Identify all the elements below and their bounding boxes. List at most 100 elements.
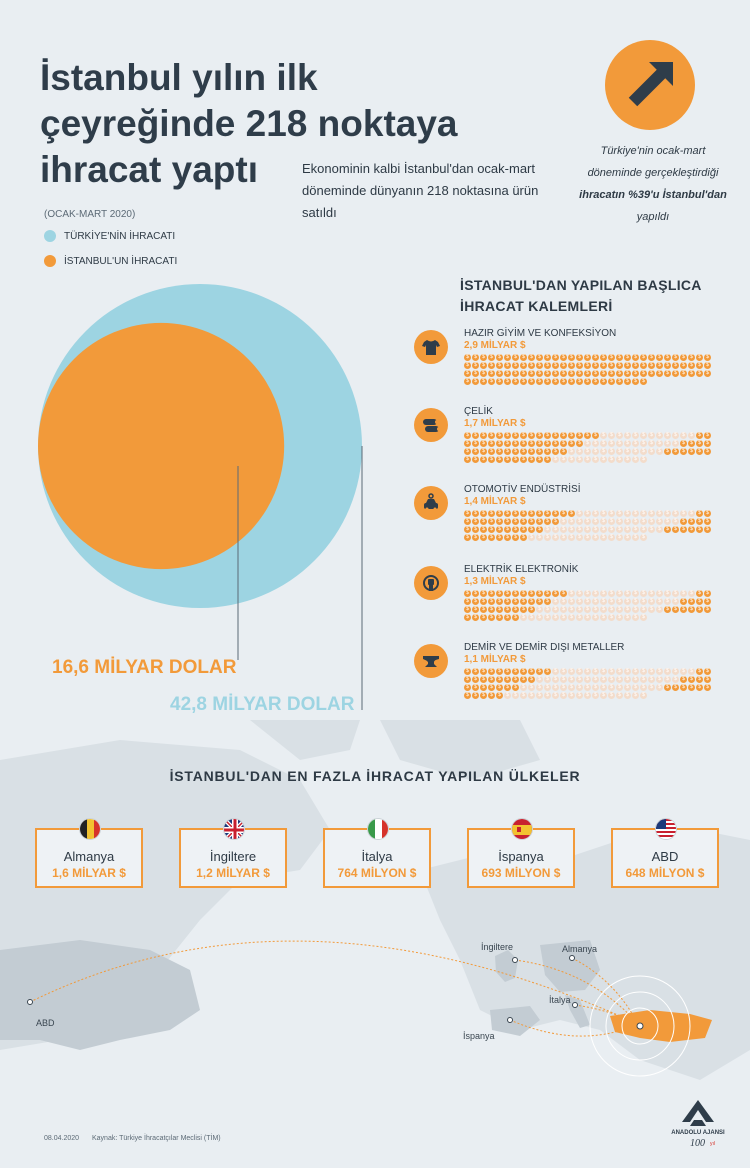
coin: $ (488, 456, 495, 463)
country-value: 648 MİLYON $ (625, 866, 705, 880)
coin: $ (536, 526, 543, 533)
coin: $ (576, 518, 583, 525)
coin: $ (560, 684, 567, 691)
coin: $ (608, 362, 615, 369)
coin: $ (624, 534, 631, 541)
coin: $ (512, 598, 519, 605)
coin: $ (680, 510, 687, 517)
country-name: İspanya (498, 849, 544, 864)
coin: $ (640, 676, 647, 683)
turkey-shape (610, 1010, 712, 1042)
coin: $ (568, 598, 575, 605)
coin: $ (680, 370, 687, 377)
legend-item-istanbul: İSTANBUL'UN İHRACATI (44, 255, 177, 267)
coin: $ (704, 354, 711, 361)
coin: $ (584, 676, 591, 683)
coin: $ (696, 590, 703, 597)
coin: $ (576, 378, 583, 385)
coin: $ (656, 676, 663, 683)
coin: $ (600, 354, 607, 361)
coin: $ (584, 692, 591, 699)
coin: $ (472, 614, 479, 621)
coin: $ (520, 534, 527, 541)
coin: $ (584, 370, 591, 377)
coin: $ (608, 354, 615, 361)
coin: $ (696, 606, 703, 613)
coin: $ (616, 684, 623, 691)
coin: $ (608, 668, 615, 675)
coin: $ (544, 614, 551, 621)
coin: $ (608, 370, 615, 377)
coin: $ (496, 684, 503, 691)
coin: $ (624, 676, 631, 683)
coin: $ (464, 518, 471, 525)
coin: $ (528, 606, 535, 613)
coin: $ (512, 370, 519, 377)
coin: $ (664, 606, 671, 613)
coin: $ (552, 606, 559, 613)
coin: $ (584, 378, 591, 385)
coin: $ (472, 668, 479, 675)
coin: $ (632, 448, 639, 455)
map-label-abd: ABD (36, 1018, 55, 1028)
coin: $ (568, 590, 575, 597)
coin: $ (504, 456, 511, 463)
coin: $ (688, 676, 695, 683)
coin: $ (512, 510, 519, 517)
coin: $ (488, 676, 495, 683)
coin: $ (568, 606, 575, 613)
coin: $ (544, 440, 551, 447)
coin: $ (640, 456, 647, 463)
coin: $ (488, 534, 495, 541)
coin: $ (472, 440, 479, 447)
share-note-pre: Türkiye'nin ocak-mart döneminde gerçekle… (587, 145, 719, 179)
coin: $ (480, 606, 487, 613)
coin: $ (512, 432, 519, 439)
coin: $ (488, 432, 495, 439)
coin: $ (568, 510, 575, 517)
coin: $ (656, 518, 663, 525)
coin: $ (648, 518, 655, 525)
coin: $ (560, 676, 567, 683)
coin: $ (624, 684, 631, 691)
coin: $ (656, 590, 663, 597)
coin: $ (608, 526, 615, 533)
coin: $ (472, 676, 479, 683)
coin: $ (616, 510, 623, 517)
coin: $ (504, 676, 511, 683)
coin: $ (544, 378, 551, 385)
coin: $ (656, 448, 663, 455)
period-label: (OCAK-MART 2020) (44, 209, 136, 220)
coin: $ (640, 534, 647, 541)
coin: $ (680, 590, 687, 597)
coin: $ (624, 354, 631, 361)
coin: $ (528, 518, 535, 525)
coin: $ (552, 448, 559, 455)
coin: $ (536, 432, 543, 439)
coin: $ (648, 354, 655, 361)
coin: $ (592, 432, 599, 439)
coin: $ (488, 590, 495, 597)
coin: $ (560, 606, 567, 613)
coin: $ (648, 362, 655, 369)
coin: $ (640, 448, 647, 455)
coin: $ (560, 440, 567, 447)
coin: $ (520, 590, 527, 597)
coin: $ (568, 448, 575, 455)
coin: $ (680, 440, 687, 447)
coin: $ (512, 378, 519, 385)
coin: $ (560, 370, 567, 377)
coin: $ (672, 518, 679, 525)
coin: $ (600, 598, 607, 605)
coin: $ (488, 692, 495, 699)
coin: $ (480, 370, 487, 377)
coin: $ (680, 448, 687, 455)
coin: $ (496, 590, 503, 597)
coin: $ (496, 614, 503, 621)
svg-text:ANADOLU AJANSI: ANADOLU AJANSI (671, 1130, 725, 1136)
coin-grid: $ $ $ $ $ $ $ $ $ $ $ $ $ $ $ $ $ $ $ $ $ $ $ $ $ $ $ $ $ $ $ $ $ $ $ $ $ $ $ $… (464, 432, 714, 463)
coin: $ (520, 378, 527, 385)
coin: $ (584, 518, 591, 525)
coin: $ (624, 370, 631, 377)
coin: $ (480, 590, 487, 597)
